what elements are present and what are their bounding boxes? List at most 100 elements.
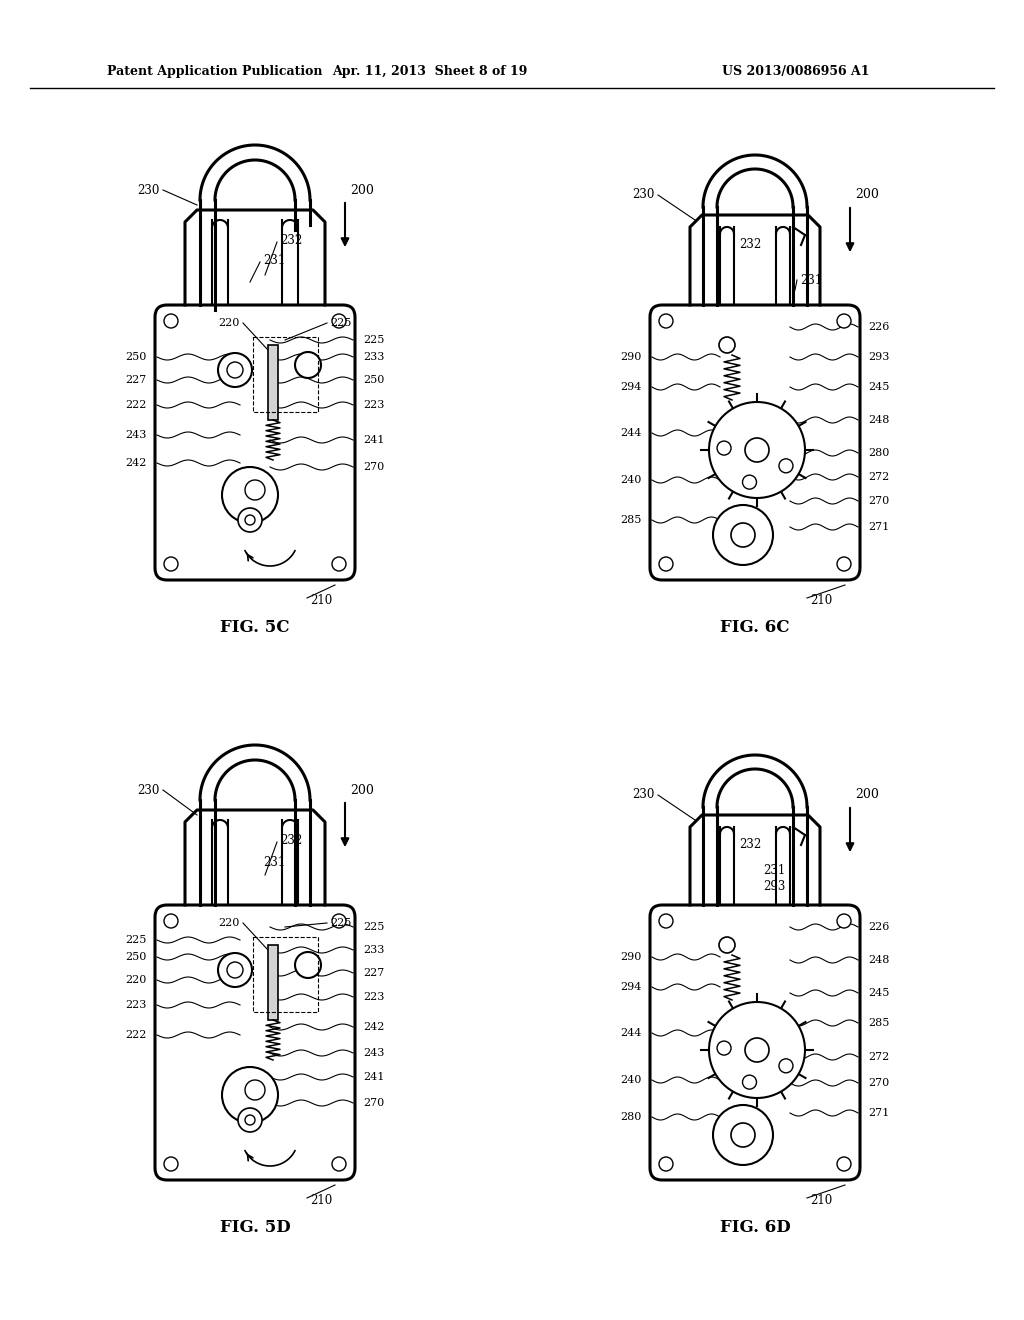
Circle shape [837, 1158, 851, 1171]
FancyBboxPatch shape [650, 906, 860, 1180]
Text: 293: 293 [868, 352, 890, 362]
Text: 210: 210 [310, 1193, 332, 1206]
Circle shape [659, 314, 673, 327]
Circle shape [245, 1115, 255, 1125]
Circle shape [164, 557, 178, 572]
Circle shape [218, 953, 252, 987]
Text: 285: 285 [621, 515, 642, 525]
Text: 240: 240 [621, 475, 642, 484]
Text: 248: 248 [868, 414, 890, 425]
Circle shape [659, 557, 673, 572]
Circle shape [731, 1123, 755, 1147]
FancyBboxPatch shape [155, 906, 355, 1180]
Text: 223: 223 [362, 993, 384, 1002]
Text: 225: 225 [126, 935, 147, 945]
Bar [268, 945, 278, 1020]
Text: 294: 294 [621, 381, 642, 392]
Text: 200: 200 [350, 784, 374, 796]
Circle shape [742, 475, 757, 490]
Text: 231: 231 [800, 273, 822, 286]
Text: 223: 223 [126, 1001, 147, 1010]
Circle shape [837, 557, 851, 572]
Text: 210: 210 [310, 594, 332, 606]
Text: 231: 231 [263, 855, 286, 869]
Bar [253, 337, 318, 412]
Circle shape [332, 913, 346, 928]
Circle shape [779, 459, 793, 473]
Circle shape [222, 1067, 278, 1123]
Circle shape [238, 508, 262, 532]
Text: 250: 250 [126, 352, 147, 362]
Text: 250: 250 [126, 952, 147, 962]
Text: 245: 245 [868, 381, 890, 392]
Text: 231: 231 [763, 863, 785, 876]
Text: 232: 232 [739, 838, 761, 851]
Text: 280: 280 [868, 447, 890, 458]
Text: 242: 242 [362, 1022, 384, 1032]
Text: 225: 225 [330, 318, 351, 327]
Text: Patent Application Publication: Patent Application Publication [106, 66, 323, 78]
Bar [253, 937, 318, 1012]
Text: 244: 244 [621, 1028, 642, 1038]
Circle shape [713, 506, 773, 565]
Circle shape [295, 952, 321, 978]
Circle shape [745, 1038, 769, 1063]
FancyBboxPatch shape [155, 305, 355, 579]
FancyBboxPatch shape [650, 305, 860, 579]
Circle shape [717, 441, 731, 455]
Text: 230: 230 [633, 788, 655, 801]
Circle shape [742, 1074, 757, 1089]
Text: 271: 271 [868, 521, 889, 532]
Text: 230: 230 [137, 183, 160, 197]
Circle shape [745, 438, 769, 462]
Text: 222: 222 [126, 400, 147, 411]
Text: FIG. 5D: FIG. 5D [219, 1220, 291, 1237]
Circle shape [222, 467, 278, 523]
Text: 230: 230 [137, 784, 160, 796]
Text: 233: 233 [362, 945, 384, 954]
Circle shape [332, 1158, 346, 1171]
Text: 240: 240 [621, 1074, 642, 1085]
Text: 232: 232 [280, 833, 302, 846]
Text: 241: 241 [362, 1072, 384, 1082]
Text: 243: 243 [362, 1048, 384, 1059]
Text: 280: 280 [621, 1111, 642, 1122]
Circle shape [164, 913, 178, 928]
Circle shape [332, 557, 346, 572]
Text: 272: 272 [868, 1052, 889, 1063]
Circle shape [164, 314, 178, 327]
Text: FIG. 6C: FIG. 6C [720, 619, 790, 636]
Circle shape [295, 352, 321, 378]
Circle shape [227, 962, 243, 978]
Text: 200: 200 [350, 183, 374, 197]
Text: 200: 200 [855, 189, 879, 202]
Text: 227: 227 [362, 968, 384, 978]
Text: 226: 226 [868, 322, 890, 333]
Text: 222: 222 [126, 1030, 147, 1040]
Text: 270: 270 [362, 462, 384, 473]
Text: 210: 210 [810, 594, 833, 606]
Text: 271: 271 [868, 1107, 889, 1118]
Text: 232: 232 [280, 234, 302, 247]
Text: 294: 294 [621, 982, 642, 993]
Circle shape [837, 913, 851, 928]
Text: 225: 225 [362, 921, 384, 932]
Text: 226: 226 [868, 921, 890, 932]
Text: 225: 225 [330, 917, 351, 928]
Text: 290: 290 [621, 952, 642, 962]
Text: 244: 244 [621, 428, 642, 438]
Text: 293: 293 [763, 880, 785, 894]
Text: US 2013/0086956 A1: US 2013/0086956 A1 [723, 66, 870, 78]
Circle shape [245, 515, 255, 525]
Text: 225: 225 [362, 335, 384, 345]
Circle shape [245, 480, 265, 500]
Text: 270: 270 [362, 1098, 384, 1107]
Bar [268, 345, 278, 420]
Text: 272: 272 [868, 473, 889, 482]
Text: 270: 270 [868, 496, 889, 506]
Text: 250: 250 [362, 375, 384, 385]
Text: 233: 233 [362, 352, 384, 362]
Text: 210: 210 [810, 1193, 833, 1206]
Text: 230: 230 [633, 189, 655, 202]
Text: 241: 241 [362, 436, 384, 445]
